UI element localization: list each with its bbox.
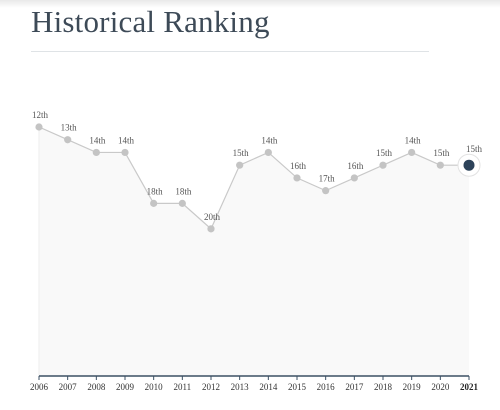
chart-area-fill (39, 127, 469, 376)
data-point (64, 136, 72, 144)
rank-label: 15th (233, 148, 250, 158)
x-tick-label: 2015 (288, 382, 307, 392)
rank-label: 14th (118, 135, 135, 145)
rank-label: 15th (376, 148, 393, 158)
data-point (207, 225, 215, 233)
rank-label: 15th (466, 144, 483, 154)
data-point (322, 187, 330, 195)
rank-label: 17th (319, 174, 336, 184)
data-point (178, 199, 186, 207)
page-title: Historical Ranking (31, 4, 270, 39)
rank-label: 14th (405, 135, 422, 145)
x-tick-label: 2016 (317, 382, 336, 392)
x-tick-label: 2014 (259, 382, 278, 392)
data-point (92, 148, 100, 157)
data-point (436, 161, 444, 169)
header-shadow (0, 0, 500, 8)
x-tick-label: 2011 (173, 382, 191, 392)
x-tick-label: 2019 (403, 382, 422, 392)
series-line (38, 126, 469, 230)
rank-label: 14th (89, 135, 106, 145)
rank-label: 16th (290, 161, 307, 171)
rank-label: 20th (204, 212, 221, 222)
x-tick-label: 2008 (87, 382, 106, 392)
x-tick-label: 2009 (116, 382, 135, 392)
x-tick-label: 2017 (345, 382, 364, 392)
rank-label: 18th (175, 186, 192, 196)
x-tick-label: 2013 (231, 382, 250, 392)
title-divider (31, 51, 429, 52)
rank-label: 14th (261, 135, 278, 145)
x-tick-label: 2018 (374, 382, 393, 392)
data-point (236, 161, 244, 169)
data-point (293, 174, 301, 182)
data-point (264, 148, 272, 157)
data-point (150, 199, 158, 207)
x-tick-label: 2012 (202, 382, 220, 392)
rank-label: 18th (147, 186, 164, 196)
x-tick-label: 2020 (431, 382, 450, 392)
data-point (350, 174, 358, 182)
data-point (379, 161, 387, 169)
data-point (121, 148, 129, 157)
rank-label: 16th (347, 161, 364, 171)
x-tick-label: 2021 (460, 382, 479, 392)
data-point (35, 123, 43, 131)
rank-label: 15th (433, 148, 450, 158)
rank-label: 13th (61, 123, 78, 133)
x-tick-label: 2006 (30, 382, 49, 392)
x-tick-label: 2010 (145, 382, 164, 392)
x-tick-label: 2007 (59, 382, 78, 392)
highlight-point (463, 159, 475, 171)
data-point (408, 148, 416, 157)
rank-label: 12th (32, 110, 49, 120)
